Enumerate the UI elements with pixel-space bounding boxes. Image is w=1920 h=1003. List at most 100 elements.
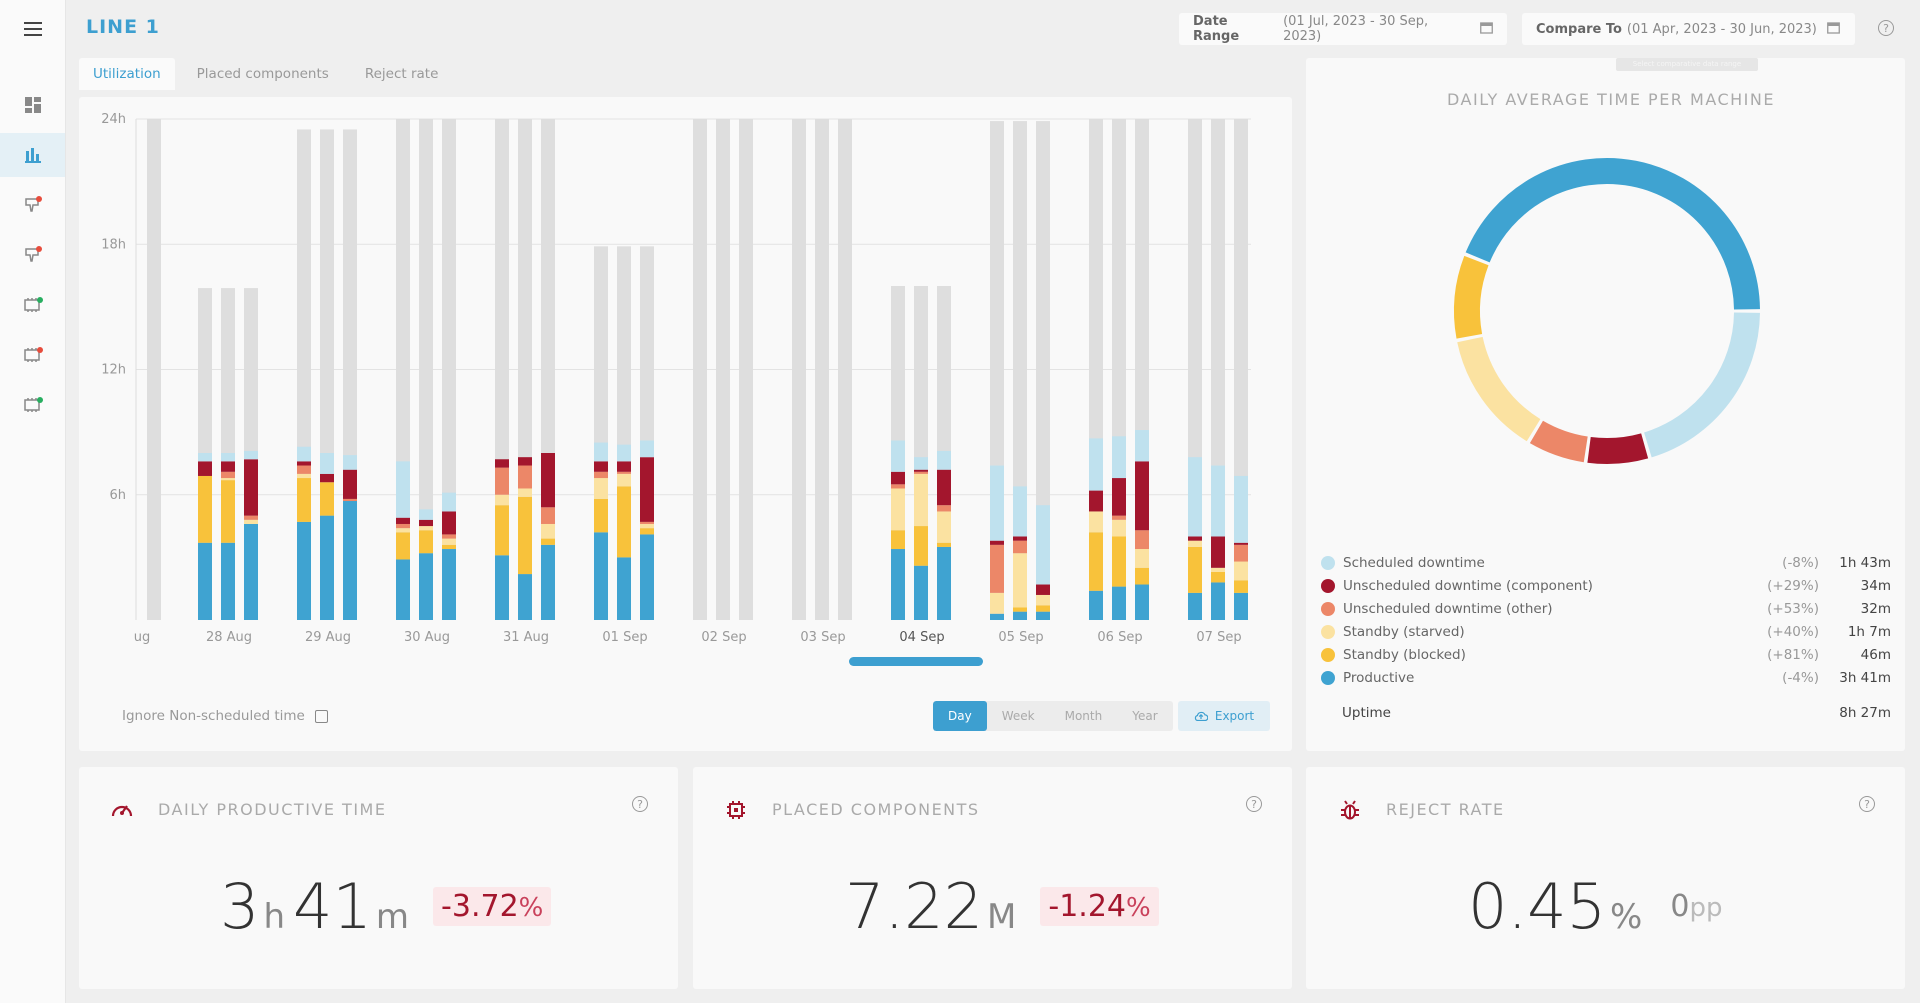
bar-segment[interactable] <box>396 559 410 620</box>
bar-segment[interactable] <box>1112 515 1126 520</box>
bar-segment[interactable] <box>1188 546 1202 593</box>
bar-segment[interactable] <box>1234 542 1248 545</box>
bar-segment[interactable] <box>617 461 631 472</box>
bar-segment[interactable] <box>1188 540 1202 547</box>
bar-segment[interactable] <box>937 505 951 512</box>
help-icon[interactable]: ? <box>632 796 648 812</box>
bar-segment[interactable] <box>914 471 928 474</box>
bar-segment[interactable] <box>244 515 258 520</box>
bar-segment[interactable] <box>297 521 311 620</box>
bar-segment[interactable] <box>594 498 608 533</box>
bar-segment[interactable] <box>1211 571 1225 583</box>
bar-segment[interactable] <box>320 473 334 483</box>
bar-segment[interactable] <box>495 555 509 620</box>
bar-segment[interactable] <box>1089 438 1103 491</box>
bar-segment[interactable] <box>343 498 357 502</box>
ignore-nonscheduled-toggle[interactable]: Ignore Non-scheduled time <box>122 708 328 724</box>
board-alert-icon[interactable] <box>0 333 65 377</box>
bar-segment[interactable] <box>198 461 212 476</box>
help-icon[interactable]: ? <box>1246 796 1262 812</box>
bar-segment[interactable] <box>594 442 608 462</box>
bar-background[interactable] <box>693 119 707 620</box>
tab-placed-components[interactable]: Placed components <box>196 66 329 82</box>
bar-background[interactable] <box>147 119 161 620</box>
bar-segment[interactable] <box>396 461 410 518</box>
legend-standby-starved[interactable]: Standby (starved) (+40%) 1h 7m <box>1321 620 1891 643</box>
board-ok-icon[interactable] <box>0 383 65 427</box>
bar-background[interactable] <box>716 119 730 620</box>
bar-segment[interactable] <box>1211 582 1225 620</box>
bar-segment[interactable] <box>1013 540 1027 554</box>
bar-segment[interactable] <box>914 473 928 527</box>
dashboard-icon[interactable] <box>0 83 65 127</box>
bar-segment[interactable] <box>541 453 555 508</box>
bar-segment[interactable] <box>617 471 631 474</box>
bar-segment[interactable] <box>1234 544 1248 562</box>
bar-segment[interactable] <box>442 549 456 620</box>
range-month-button[interactable]: Month <box>1064 709 1103 723</box>
bar-background[interactable] <box>792 119 806 620</box>
bar-segment[interactable] <box>891 471 905 485</box>
bar-segment[interactable] <box>1234 592 1248 620</box>
bar-segment[interactable] <box>1013 536 1027 541</box>
bar-segment[interactable] <box>442 511 456 535</box>
bar-segment[interactable] <box>1234 561 1248 581</box>
export-button[interactable]: Export <box>1178 701 1270 731</box>
bar-segment[interactable] <box>518 457 532 466</box>
bar-segment[interactable] <box>541 544 555 620</box>
bar-segment[interactable] <box>518 574 532 620</box>
bar-segment[interactable] <box>1135 549 1149 568</box>
bar-segment[interactable] <box>1188 457 1202 537</box>
bar-segment[interactable] <box>617 444 631 462</box>
bar-segment[interactable] <box>221 542 235 620</box>
bar-segment[interactable] <box>396 517 410 524</box>
donut-slice[interactable] <box>1454 255 1489 339</box>
bar-segment[interactable] <box>244 450 258 460</box>
bar-segment[interactable] <box>419 553 433 620</box>
bar-background[interactable] <box>815 119 829 620</box>
bar-segment[interactable] <box>1112 519 1126 537</box>
bar-segment[interactable] <box>617 557 631 620</box>
bar-segment[interactable] <box>419 519 433 527</box>
bar-segment[interactable] <box>1135 461 1149 531</box>
bar-segment[interactable] <box>297 473 311 479</box>
bar-segment[interactable] <box>419 509 433 520</box>
donut-slice[interactable] <box>1643 312 1760 458</box>
bar-segment[interactable] <box>1013 486 1027 537</box>
bar-segment[interactable] <box>990 465 1004 541</box>
bar-segment[interactable] <box>198 453 212 462</box>
bar-segment[interactable] <box>1135 584 1149 620</box>
date-range-picker[interactable]: Date Range (01 Jul, 2023 - 30 Sep, 2023) <box>1179 13 1507 45</box>
bar-segment[interactable] <box>297 461 311 466</box>
bar-segment[interactable] <box>1112 536 1126 587</box>
bar-segment[interactable] <box>1112 478 1126 516</box>
bar-segment[interactable] <box>396 523 410 529</box>
bar-segment[interactable] <box>541 507 555 524</box>
donut-slice[interactable] <box>1587 433 1649 464</box>
bar-segment[interactable] <box>914 469 928 472</box>
bar-segment[interactable] <box>221 480 235 543</box>
bar-segment[interactable] <box>1135 567 1149 585</box>
bar-segment[interactable] <box>244 459 258 516</box>
bar-segment[interactable] <box>640 528 654 535</box>
bar-segment[interactable] <box>990 544 1004 593</box>
bar-segment[interactable] <box>1211 567 1225 572</box>
range-year-button[interactable]: Year <box>1132 709 1158 723</box>
bar-segment[interactable] <box>1013 553 1027 608</box>
bar-segment[interactable] <box>594 478 608 499</box>
machine-alert-icon[interactable] <box>0 183 65 227</box>
help-icon[interactable]: ? <box>1878 20 1894 36</box>
bar-segment[interactable] <box>1036 605 1050 612</box>
bar-segment[interactable] <box>297 478 311 522</box>
bar-segment[interactable] <box>1036 584 1050 595</box>
bar-segment[interactable] <box>891 488 905 531</box>
bar-segment[interactable] <box>1036 505 1050 585</box>
bar-background[interactable] <box>419 119 433 620</box>
bar-segment[interactable] <box>640 440 654 458</box>
bar-segment[interactable] <box>198 475 212 543</box>
board-icon[interactable] <box>0 283 65 327</box>
bar-segment[interactable] <box>198 542 212 620</box>
bar-segment[interactable] <box>891 440 905 472</box>
menu-icon[interactable] <box>0 7 65 51</box>
bar-segment[interactable] <box>1135 430 1149 462</box>
